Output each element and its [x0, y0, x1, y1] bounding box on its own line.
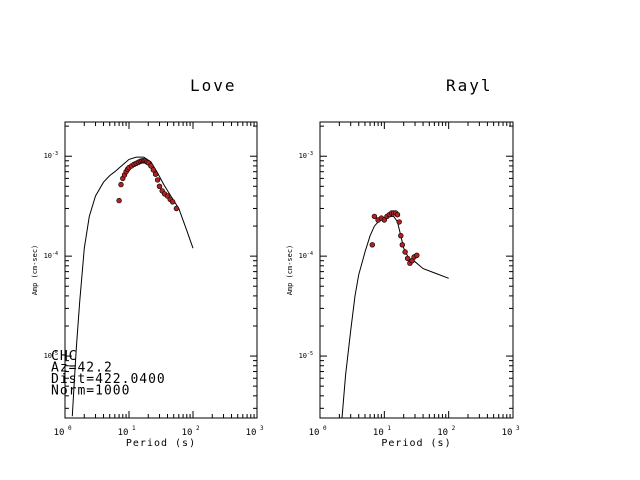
y-tick-base: 10 [299, 152, 307, 160]
data-point [150, 167, 157, 173]
observed-points [116, 158, 180, 212]
data-point [414, 252, 420, 259]
station-annotation: Dist=422.0400 [51, 372, 166, 387]
y-tick-base: 10 [44, 152, 52, 160]
y-tick-exp: -5 [52, 351, 58, 357]
x-tick-base: 10 [309, 428, 320, 438]
data-point [381, 217, 387, 223]
synthetic-curve [71, 156, 194, 417]
station-annotation: CHC [51, 349, 77, 364]
panel-title: Love [190, 76, 237, 95]
y-tick-exp: -5 [307, 351, 313, 357]
plot-frame [64, 121, 258, 419]
x-tick-label: 10 1 [118, 425, 136, 438]
data-point [369, 242, 375, 248]
y-tick-exp: -4 [52, 251, 58, 257]
data-point [371, 213, 378, 220]
y-tick-base: 10 [44, 352, 52, 360]
station-annotation: Norm=1000 [51, 384, 130, 399]
x-tick-base: 10 [118, 428, 129, 438]
y-tick-label: 10 -5 [299, 351, 313, 360]
x-tick-exp: 0 [68, 425, 72, 432]
data-point [148, 163, 154, 169]
x-tick-exp: 0 [323, 425, 327, 432]
x-tick-base: 10 [437, 428, 448, 438]
x-tick-label: 10 1 [373, 425, 391, 438]
data-point [398, 233, 404, 239]
synthetic-curve [341, 215, 449, 418]
data-point [402, 249, 408, 255]
plot-frame [319, 121, 514, 419]
x-tick-label: 10 3 [246, 425, 264, 438]
y-axis-label: Amp (cm-sec) [31, 245, 39, 296]
data-point [156, 183, 163, 190]
data-point [116, 197, 122, 204]
y-tick-label: 10 -3 [299, 151, 313, 160]
observed-points [369, 210, 420, 266]
y-tick-base: 10 [299, 352, 307, 360]
y-tick-label: 10 -3 [44, 151, 58, 160]
x-tick-exp: 1 [132, 425, 136, 432]
y-tick-base: 10 [44, 252, 52, 260]
data-point [404, 255, 411, 262]
x-tick-exp: 3 [260, 425, 264, 432]
x-tick-label: 10 0 [54, 425, 72, 438]
data-point [394, 212, 401, 218]
y-tick-label: 10 -4 [299, 251, 313, 260]
x-axis-label: Period (s) [126, 438, 196, 449]
x-tick-label: 10 3 [502, 425, 520, 438]
station-annotation: Az=42.2 [51, 361, 113, 376]
x-axis-label: Period (s) [381, 438, 451, 449]
x-tick-exp: 2 [452, 425, 456, 432]
y-tick-base: 10 [299, 252, 307, 260]
x-tick-base: 10 [54, 428, 65, 438]
data-point [396, 219, 402, 225]
x-tick-exp: 2 [196, 425, 200, 432]
data-point [169, 199, 176, 205]
x-tick-base: 10 [502, 428, 513, 438]
data-point [154, 177, 161, 183]
x-tick-base: 10 [373, 428, 384, 438]
y-tick-label: 10 -4 [44, 251, 58, 260]
y-axis-label: Amp (cm-sec) [286, 245, 294, 296]
x-tick-label: 10 2 [182, 425, 200, 438]
panel-title: Rayl [446, 76, 493, 95]
y-tick-exp: -3 [52, 151, 58, 157]
x-tick-exp: 1 [387, 425, 391, 432]
x-tick-exp: 3 [516, 425, 520, 432]
y-tick-label: 10 -5 [44, 351, 58, 360]
data-point [173, 205, 180, 212]
data-point [118, 181, 124, 188]
data-point [152, 171, 159, 177]
y-tick-exp: -4 [307, 251, 313, 257]
x-tick-base: 10 [182, 428, 193, 438]
x-tick-label: 10 0 [309, 425, 327, 438]
data-point [399, 242, 405, 248]
x-tick-label: 10 2 [437, 425, 455, 438]
x-tick-base: 10 [246, 428, 257, 438]
y-tick-exp: -3 [307, 151, 313, 157]
